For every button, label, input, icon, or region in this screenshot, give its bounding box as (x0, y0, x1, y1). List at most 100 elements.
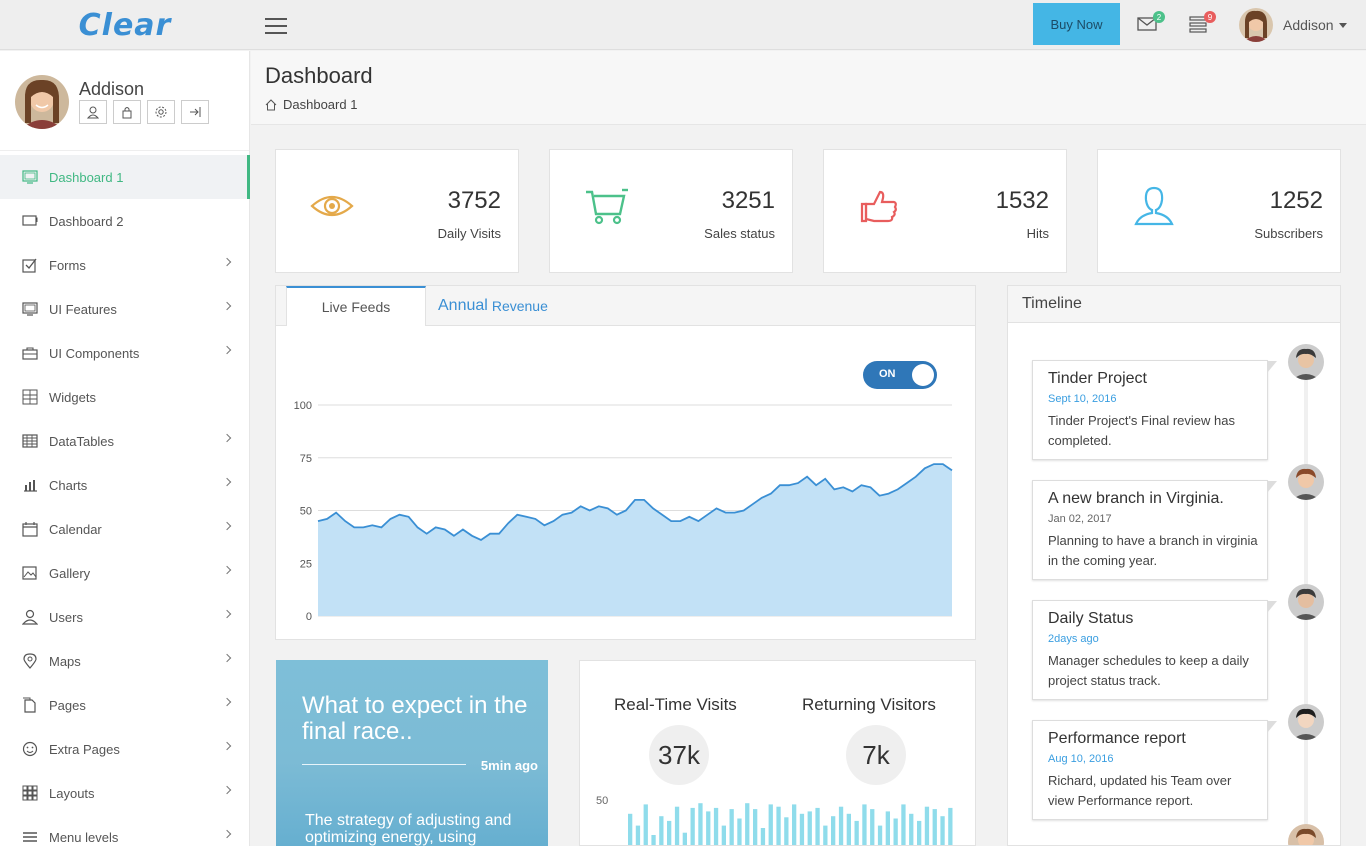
visits-bar (799, 813, 805, 845)
sidebar-item-label: Extra Pages (49, 741, 120, 757)
blog-time: 5min ago (480, 758, 538, 773)
sidebar-item-pages[interactable]: Pages (0, 683, 250, 727)
sidebar-item-label: Maps (49, 653, 81, 669)
stat-card-daily-visits: 3752 Daily Visits (275, 149, 519, 273)
timeline-item-title: Performance report (1048, 730, 1186, 747)
sidebar-item-ui-components[interactable]: UI Components (0, 331, 250, 375)
mail-badge: 2 (1153, 11, 1165, 23)
timeline-item[interactable]: Daily Status 2days ago Manager schedules t… (1032, 600, 1277, 700)
avatar (1239, 8, 1273, 42)
visits-bar (940, 816, 945, 845)
visits-bar (745, 803, 750, 845)
sidebar-item-menu-levels[interactable]: Menu levels (0, 815, 250, 846)
gear-icon (155, 106, 167, 118)
desktop-icon (22, 301, 40, 317)
live-feeds-area-chart: 0 25 50 75 100 (294, 400, 953, 623)
blog-excerpt: The strategy of adjusting and optimizing… (305, 812, 512, 846)
timeline-item[interactable]: Performance report Aug 10, 2016 Richard, u… (1032, 720, 1277, 820)
sidebar-item-charts[interactable]: Charts (0, 463, 250, 507)
visits-bar (932, 809, 937, 845)
sidebar-item-dashboard-2[interactable]: Dashboard 2 (0, 199, 250, 243)
timeline-title: Timeline (1008, 286, 1340, 323)
visits-bar (737, 818, 742, 845)
profile-lock-button[interactable] (113, 100, 141, 124)
tab-live-feeds[interactable]: Live Feeds (286, 286, 426, 326)
visits-bar (628, 813, 633, 845)
eye-icon (310, 195, 354, 217)
y-tick-label: 100 (294, 400, 312, 412)
stat-card-hits: 1532 Hits (823, 149, 1067, 273)
sidebar-item-label: Layouts (49, 785, 95, 801)
profile-logout-button[interactable] (181, 100, 209, 124)
sidebar-item-label: Pages (49, 697, 86, 713)
visits-bar (753, 809, 758, 845)
sidebar-item-label: Dashboard 1 (49, 169, 124, 185)
breadcrumb-label: Dashboard 1 (283, 97, 358, 112)
chevron-right-icon (222, 609, 232, 619)
tab-annual-revenue[interactable]: Annual Revenue (438, 286, 578, 326)
breadcrumb[interactable]: Dashboard 1 (265, 97, 357, 112)
visits-bar (784, 817, 789, 845)
profile-avatar (15, 75, 69, 129)
chevron-right-icon (222, 345, 232, 355)
sidebar-item-maps[interactable]: Maps (0, 639, 250, 683)
sidebar-item-layouts[interactable]: Layouts (0, 771, 250, 815)
sidebar-item-label: UI Features (49, 301, 117, 317)
timeline-avatar (1288, 584, 1324, 620)
divider (302, 764, 466, 765)
profile-actions (79, 100, 209, 124)
thumbs-up-icon (860, 190, 897, 223)
menu-toggle-icon[interactable] (265, 18, 287, 34)
stat-value: 1252 (1269, 187, 1323, 214)
sidebar-item-label: Forms (49, 257, 86, 273)
sidebar-item-forms[interactable]: Forms (0, 243, 250, 287)
calendar-icon (22, 521, 40, 537)
chevron-right-icon (222, 829, 232, 839)
user-menu[interactable]: Addison (1239, 8, 1347, 42)
chevron-right-icon (222, 653, 232, 663)
timeline-item[interactable]: Tinder Project Sept 10, 2016 Tinder Projec… (1032, 360, 1277, 460)
table-icon (22, 433, 40, 449)
visits-bar (893, 818, 898, 845)
blog-card[interactable]: What to expect in the final race.. 5min … (276, 660, 548, 846)
sidebar-item-label: Widgets (49, 389, 96, 405)
sidebar-item-calendar[interactable]: Calendar (0, 507, 250, 551)
buy-now-button[interactable]: Buy Now (1033, 3, 1120, 45)
logo[interactable]: Clear (0, 0, 250, 50)
stat-value: 3251 (721, 187, 775, 214)
sidebar-item-dashboard-1[interactable]: Dashboard 1 (0, 155, 250, 199)
timeline-item[interactable]: A new branch in Virginia. Jan 02, 2017 Pla… (1032, 480, 1277, 580)
y-tick-label: 0 (306, 611, 312, 623)
home-icon (265, 98, 277, 110)
chevron-right-icon (222, 433, 232, 443)
notifications-list-icon[interactable]: 9 (1188, 11, 1216, 35)
timeline-item-text: Manager schedules to keep a daily projec… (1048, 653, 1249, 688)
timeline-item-date: Sept 10, 2016 (1048, 393, 1117, 405)
blog-title: What to expect in the final race.. (302, 692, 528, 745)
user-icon (22, 609, 40, 625)
sidebar-item-gallery[interactable]: Gallery (0, 551, 250, 595)
sidebar-item-ui-features[interactable]: UI Features (0, 287, 250, 331)
visits-bar (917, 820, 922, 845)
feeds-tabbar: Live Feeds Annual Revenue (276, 286, 975, 326)
stat-label: Subscribers (1254, 226, 1323, 241)
sidebar-item-users[interactable]: Users (0, 595, 250, 639)
chevron-right-icon (222, 741, 232, 751)
sidebar-item-label: Users (49, 609, 83, 625)
timeline-avatar (1288, 464, 1324, 500)
timeline-item-date: Jan 02, 2017 (1048, 513, 1112, 525)
smile-icon (22, 741, 40, 757)
cart-icon (586, 188, 628, 225)
live-toggle[interactable]: ON (863, 361, 937, 389)
profile-user-button[interactable] (79, 100, 107, 124)
sidebar-item-datatables[interactable]: DataTables (0, 419, 250, 463)
profile-settings-button[interactable] (147, 100, 175, 124)
screen-icon (22, 213, 40, 229)
mail-icon[interactable]: 2 (1137, 11, 1165, 35)
grid-icon (22, 389, 40, 405)
stat-card-sales-status: 3251 Sales status (549, 149, 793, 273)
returning-visitors-label: Returning Visitors (802, 695, 936, 714)
sidebar-item-extra-pages[interactable]: Extra Pages (0, 727, 250, 771)
visits-bar (698, 803, 703, 845)
sidebar-item-widgets[interactable]: Widgets (0, 375, 250, 419)
